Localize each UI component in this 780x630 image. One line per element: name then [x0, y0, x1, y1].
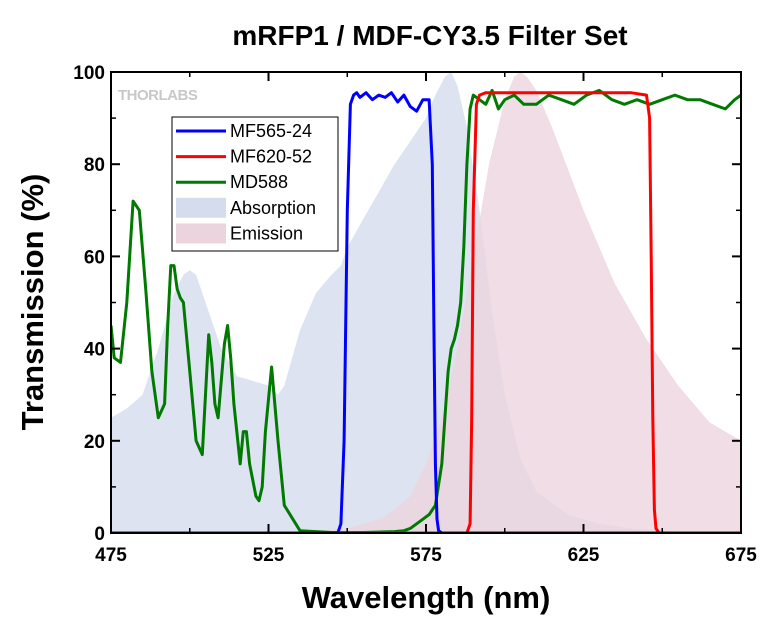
x-tick-label: 625	[568, 545, 600, 566]
series-mf565-24-line	[111, 91, 741, 533]
line-layer	[111, 88, 741, 533]
y-axis-title: Transmission (%)	[15, 174, 50, 431]
legend-swatch-emission	[176, 223, 226, 244]
y-tick-label: 80	[84, 155, 105, 176]
legend-label-mf565-24: MF565-24	[230, 121, 312, 141]
legend-label-mf620-52: MF620-52	[230, 147, 312, 167]
series-mf620-52-line	[111, 91, 741, 533]
thorlabs-watermark: THORLABS	[118, 87, 198, 104]
x-tick-label: 575	[410, 545, 442, 566]
tick-layer: 475 525 575 625 675 0 20 40 60 80 100	[73, 63, 757, 566]
series-absorption-area	[111, 72, 701, 533]
x-axis-title: Wavelength (nm)	[302, 580, 551, 615]
legend-swatch-absorption	[176, 197, 226, 218]
chart-title: mRFP1 / MDF-CY3.5 Filter Set	[232, 20, 627, 51]
legend: MF565-24 MF620-52 MD588 Absorption Emission	[171, 116, 339, 252]
series-emission-area	[259, 72, 741, 533]
legend-label-emission: Emission	[230, 223, 303, 243]
y-tick-label: 100	[73, 63, 105, 84]
legend-label-absorption: Absorption	[230, 198, 316, 218]
x-tick-label: 525	[253, 545, 285, 566]
y-tick-label: 40	[84, 340, 105, 361]
y-tick-label: 0	[94, 524, 105, 545]
y-tick-label: 20	[84, 432, 105, 453]
x-tick-label: 475	[95, 545, 127, 566]
area-layer	[111, 72, 741, 533]
x-tick-label: 675	[725, 545, 757, 566]
y-tick-label: 60	[84, 247, 105, 268]
legend-label-md588: MD588	[230, 172, 288, 192]
